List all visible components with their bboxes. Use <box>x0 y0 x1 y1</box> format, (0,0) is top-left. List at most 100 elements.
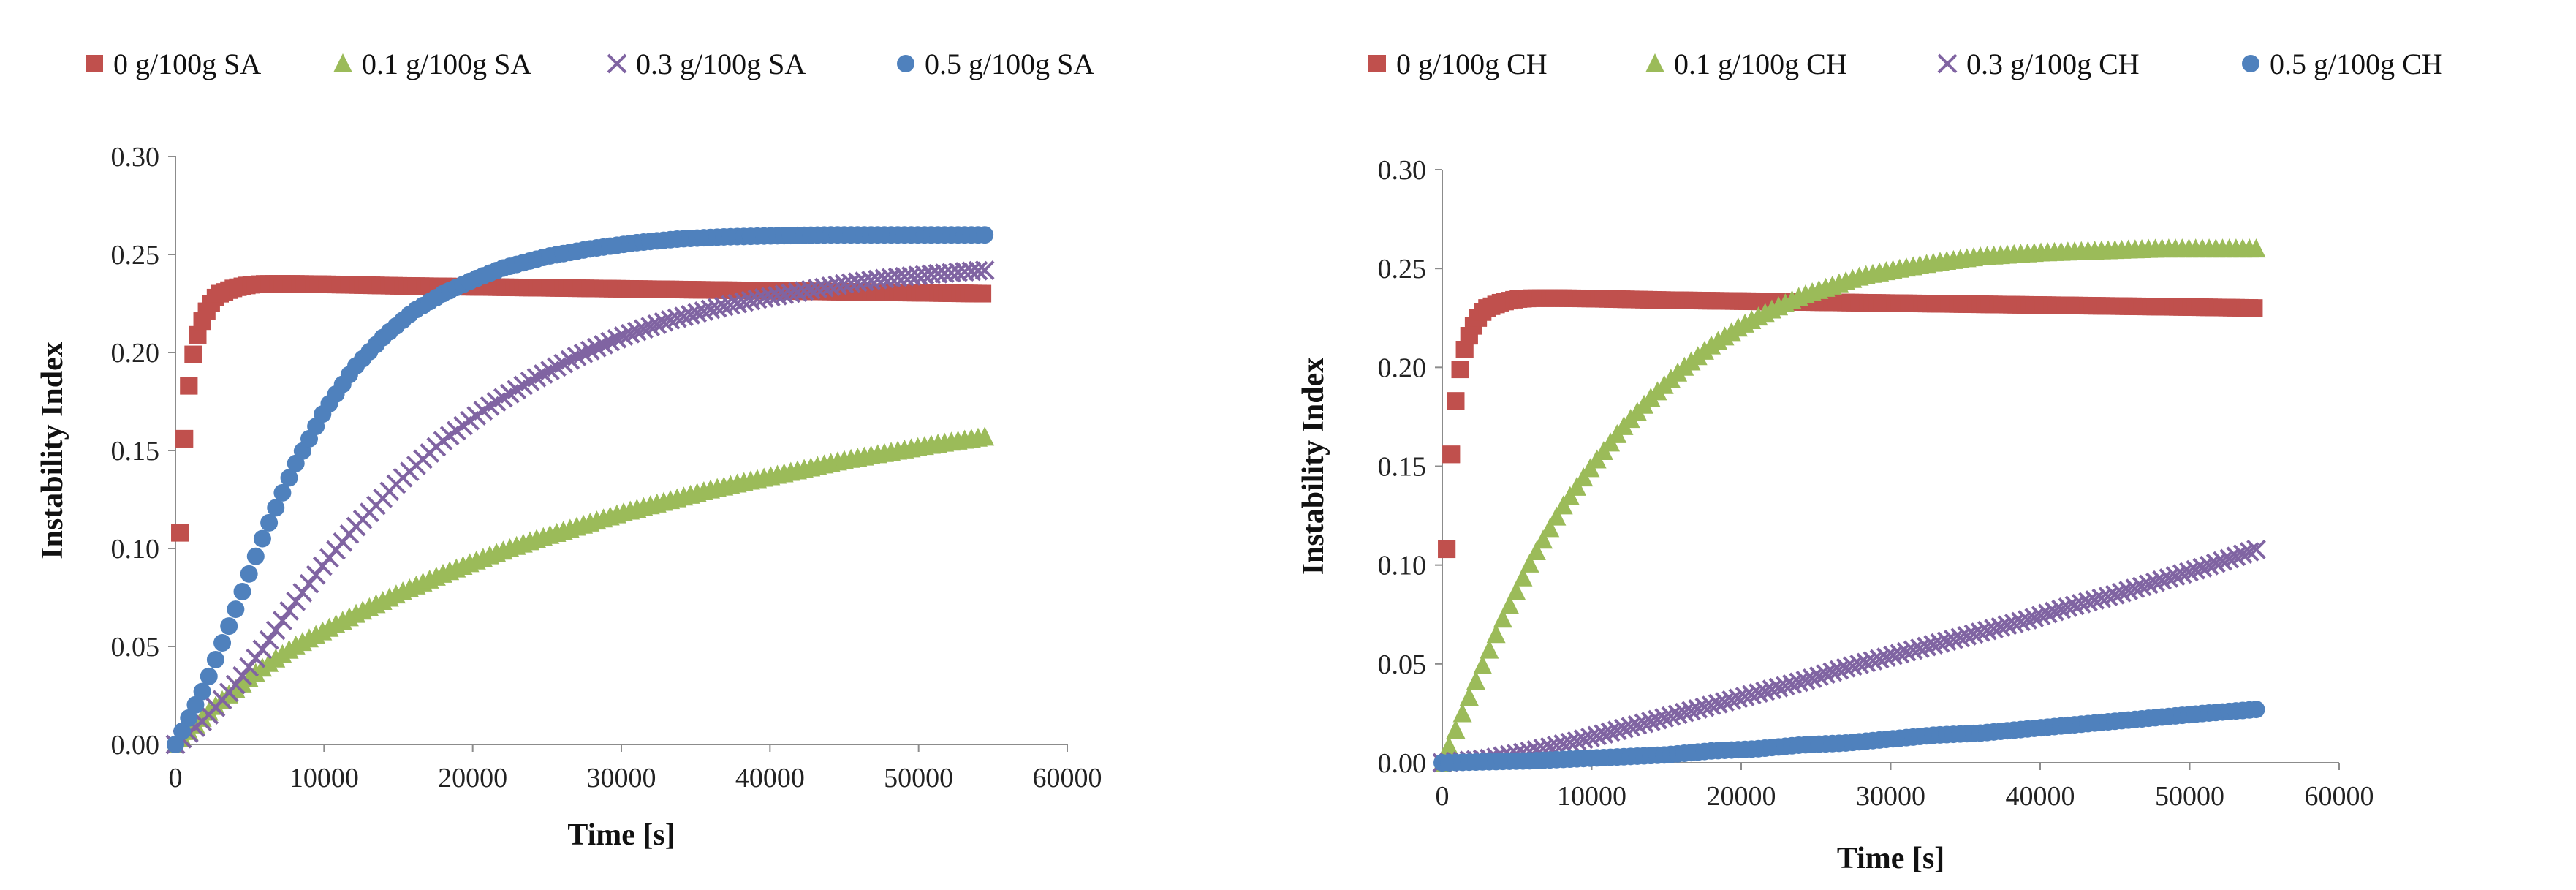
data-point <box>225 674 246 695</box>
data-point <box>1446 719 1466 739</box>
data-point <box>213 634 232 652</box>
data-point <box>1500 595 1520 614</box>
data-point <box>1452 703 1472 723</box>
data-point <box>2152 570 2172 590</box>
x-axis-title: Time [s] <box>567 818 675 852</box>
data-point <box>246 547 265 565</box>
legend-item: 0.3 g/100g SA <box>607 48 806 80</box>
data-point <box>2246 539 2266 559</box>
x-axis-title: Time [s] <box>1837 842 1944 875</box>
data-point <box>193 682 211 701</box>
data-point <box>573 343 594 363</box>
x-tick-label: 20000 <box>438 763 507 793</box>
legend-item: 0.3 g/100g CH <box>1937 48 2140 80</box>
data-point <box>2199 555 2219 576</box>
data-point <box>1439 736 1459 755</box>
data-point <box>299 573 319 594</box>
legend-marker-square <box>1368 55 1386 72</box>
data-point <box>1547 506 1567 526</box>
data-point <box>272 611 292 631</box>
data-point <box>1808 666 1829 687</box>
legend-label: 0.5 g/100g SA <box>925 48 1094 80</box>
data-point <box>607 328 627 349</box>
y-tick-label: 0.20 <box>111 338 160 369</box>
legend-label: 0.5 g/100g CH <box>2270 48 2443 80</box>
data-point <box>1540 518 1560 538</box>
data-point <box>1520 553 1539 573</box>
y-tick-label: 0.00 <box>1378 748 1427 779</box>
data-point <box>567 346 587 366</box>
data-point <box>2011 611 2031 632</box>
x-tick-label: 0 <box>1436 781 1450 812</box>
data-point <box>1473 655 1493 674</box>
legend-label: 0 g/100g SA <box>113 48 261 80</box>
data-point <box>2098 587 2118 607</box>
data-point <box>232 665 252 686</box>
data-point <box>1459 686 1479 706</box>
x-tick-label: 60000 <box>1033 763 1102 793</box>
data-point <box>620 323 640 344</box>
legend-item: 0.5 g/100g SA <box>897 48 1094 80</box>
data-point <box>211 284 229 303</box>
data-point <box>2145 572 2165 592</box>
legend-marker-circle <box>897 55 914 72</box>
data-point <box>279 600 299 621</box>
y-axis-title: Instability Index <box>36 342 69 559</box>
data-point <box>2045 601 2064 622</box>
x-tick-label: 50000 <box>884 763 953 793</box>
data-point <box>2179 562 2199 582</box>
y-tick-label: 0.20 <box>1378 352 1427 383</box>
data-point <box>1526 541 1546 561</box>
legend-label: 0.1 g/100g SA <box>362 48 531 80</box>
data-point <box>640 317 661 337</box>
x-tick-label: 20000 <box>1707 781 1776 812</box>
data-point <box>2192 557 2213 578</box>
data-point <box>2159 568 2179 588</box>
data-point <box>587 337 607 358</box>
data-point <box>1447 392 1465 410</box>
legend-marker-x <box>607 53 627 74</box>
chart-panel-2: 0.00 0.05 0.10 0.15 0.20 0.25 0.30 0 10000 20000 3… <box>1297 48 2443 875</box>
data-point <box>1438 540 1456 559</box>
data-point <box>1466 671 1486 690</box>
x-tick-label: 10000 <box>289 763 359 793</box>
data-point <box>171 524 189 542</box>
data-point <box>2246 238 2266 258</box>
data-point <box>2138 574 2159 595</box>
data-point <box>580 340 600 361</box>
chart-panel-1: 0.00 0.05 0.10 0.15 0.20 0.25 0.30 0 10000 20000 3… <box>36 48 1102 852</box>
data-point <box>265 620 286 641</box>
data-point <box>2213 551 2232 571</box>
data-point <box>626 321 647 342</box>
legend-item: 0.1 g/100g CH <box>1645 48 1847 80</box>
series-circle <box>167 226 994 753</box>
data-point <box>1507 581 1526 600</box>
data-point <box>220 617 238 636</box>
data-point <box>1795 670 1816 690</box>
y-tick-label: 0.25 <box>1378 254 1427 284</box>
y-axis-title: Instability Index <box>1297 358 1330 576</box>
data-point <box>259 630 279 650</box>
data-point <box>180 709 198 727</box>
data-point <box>613 326 634 346</box>
x-tick-label: 30000 <box>587 763 656 793</box>
data-point <box>1802 668 1822 688</box>
data-point <box>1816 664 1836 685</box>
data-point <box>1822 662 1843 682</box>
data-point <box>974 260 995 280</box>
data-point <box>2172 564 2192 584</box>
data-point <box>1486 624 1506 644</box>
data-point <box>1789 672 1809 693</box>
x-tick-label: 0 <box>169 763 183 793</box>
legend-marker-triangle <box>1645 53 1664 72</box>
x-tick-label: 40000 <box>735 763 805 793</box>
legend-label: 0.1 g/100g CH <box>1674 48 1847 80</box>
data-point <box>306 565 326 585</box>
data-point <box>2112 582 2132 603</box>
series-triangle <box>1433 238 2266 772</box>
data-point <box>1493 608 1512 628</box>
legend-marker-circle <box>2242 55 2259 72</box>
y-tick-label: 0.05 <box>111 632 160 663</box>
data-point <box>2226 546 2246 567</box>
